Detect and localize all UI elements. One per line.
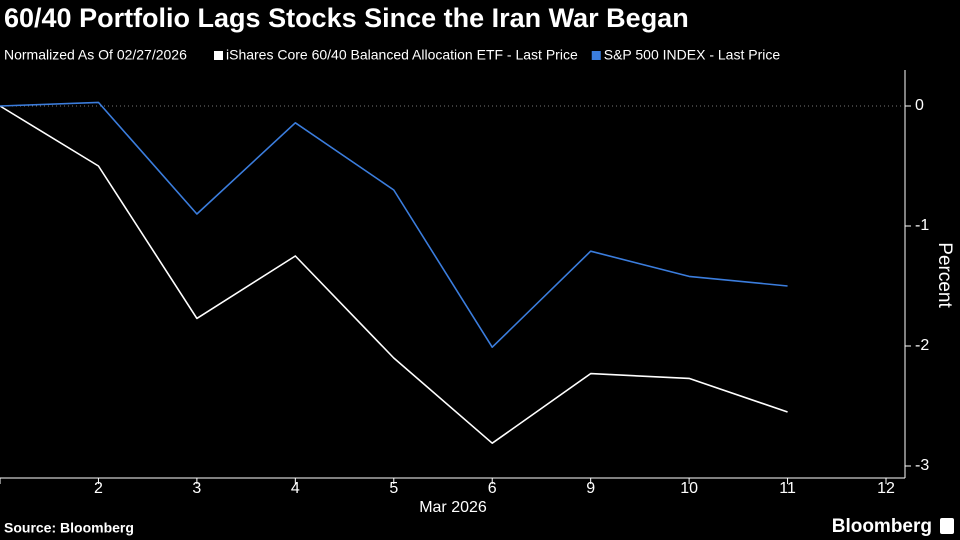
x-tick-label: 3 bbox=[192, 480, 201, 497]
y-tick-label: -3 bbox=[915, 457, 929, 474]
x-tick-label: 2 bbox=[94, 480, 103, 497]
subtitle: Normalized As Of 02/27/2026 bbox=[4, 47, 187, 63]
chart-title: 60/40 Portfolio Lags Stocks Since the Ir… bbox=[4, 3, 689, 33]
x-tick-label: 5 bbox=[389, 480, 398, 497]
x-tick-label: 10 bbox=[680, 480, 698, 497]
source: Source: Bloomberg bbox=[4, 520, 134, 536]
brand-icon bbox=[940, 518, 954, 534]
x-tick-label: 12 bbox=[877, 480, 895, 497]
x-tick-label: 6 bbox=[488, 480, 497, 497]
x-tick-label: 9 bbox=[586, 480, 595, 497]
legend-swatch bbox=[214, 51, 223, 60]
x-tick-label: 4 bbox=[291, 480, 300, 497]
y-axis-label: Percent bbox=[934, 242, 955, 308]
legend-label: iShares Core 60/40 Balanced Allocation E… bbox=[226, 47, 578, 63]
y-tick-label: -1 bbox=[915, 217, 929, 234]
x-tick-label: 11 bbox=[779, 480, 796, 497]
series-line bbox=[0, 105, 788, 444]
y-tick-label: 0 bbox=[915, 97, 924, 114]
series-line bbox=[0, 101, 788, 348]
brand: Bloomberg bbox=[832, 516, 932, 537]
legend-swatch bbox=[591, 51, 601, 60]
legend-label: S&P 500 INDEX - Last Price bbox=[604, 47, 781, 63]
y-tick-label: -2 bbox=[915, 337, 929, 354]
x-axis-label: Mar 2026 bbox=[419, 499, 487, 516]
